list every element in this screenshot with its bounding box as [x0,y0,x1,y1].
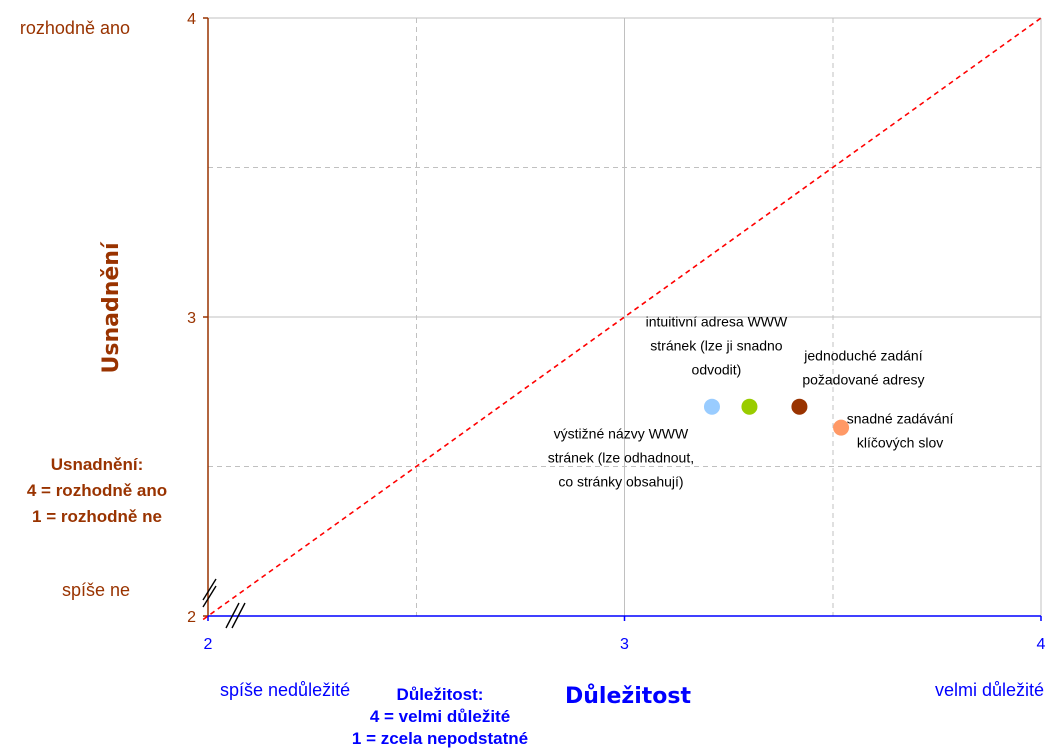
x-scale-note-min: 1 = zcela nepodstatné [351,729,529,748]
data-label-line: intuitivní adresa WWW [646,314,788,330]
diagonal-reference-line [202,17,1042,621]
data-label-line: výstižné názvy WWW [554,426,689,442]
data-label: intuitivní adresa WWW stránek (lze ji sna… [646,314,788,378]
y-tick-label: 4 [187,11,196,28]
axes: 2 3 4 2 3 4 [187,11,1045,653]
data-point [791,398,808,415]
axis-break-mark [202,585,217,608]
y-scale-note-max: 4 = rozhodně ano [26,481,168,500]
gridlines [208,17,1042,616]
data-label: výstižné názvy WWW stránek (lze odhadnout… [548,426,694,490]
x-axis-title: Důležitost [565,684,691,709]
x-axis-high-annotation: velmi důležité [934,680,1044,700]
x-tick-label: 4 [1037,636,1046,653]
data-label-line: odvodit) [692,362,742,378]
x-axis-low-annotation: spíše nedůležité [220,680,351,700]
data-point [833,419,850,436]
x-tick-label: 3 [620,636,629,653]
data-point [703,398,720,415]
y-tick-label: 3 [187,310,196,327]
y-axis-low-annotation: spíše ne [61,580,130,600]
x-scale-note-title: Důležitost: [396,685,484,704]
data-label: snadné zadávání klíčových slov [847,411,954,451]
data-label-line: snadné zadávání [847,411,954,427]
axis-break-marks [202,578,246,629]
data-label-line: stránek (lze odhadnout, [548,450,694,466]
data-label-line: požadované adresy [802,372,924,388]
y-axis-title: Usnadnění [99,242,124,374]
data-label-line: jednoduché zadání [803,348,922,364]
data-label: jednoduché zadání požadované adresy [802,348,924,388]
y-scale-note-title: Usnadnění: [50,455,144,474]
x-scale-note-max: 4 = velmi důležité [369,707,511,726]
axis-break-mark [225,602,240,629]
x-scale-note: Důležitost: 4 = velmi důležité 1 = zcela… [340,684,540,750]
data-label-line: klíčových slov [857,435,943,451]
y-scale-note: Usnadnění: 4 = rozhodně ano 1 = rozhodně… [0,452,194,530]
y-axis-high-annotation: rozhodně ano [19,18,130,38]
data-label-line: co stránky obsahují) [558,474,683,490]
axis-break-mark [202,578,217,601]
data-points [703,398,850,436]
axis-break-mark [231,602,246,629]
y-tick-label: 2 [187,609,196,626]
data-label-line: stránek (lze ji snadno [650,338,783,354]
x-tick-label: 2 [204,636,213,653]
y-scale-note-min: 1 = rozhodně ne [32,507,162,526]
data-labels: výstižné názvy WWW stránek (lze odhadnout… [548,314,954,490]
data-point [741,398,758,415]
